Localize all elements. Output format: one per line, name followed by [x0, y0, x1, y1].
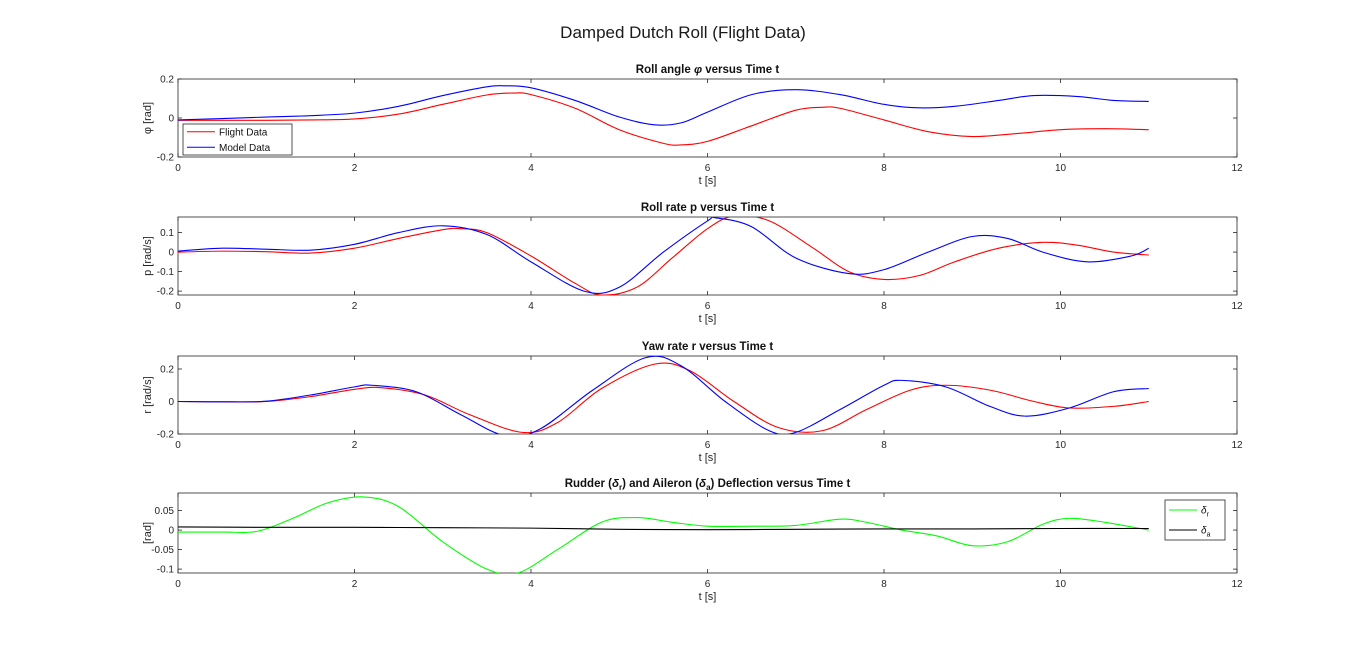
x-tick-label: 10: [1055, 440, 1067, 451]
y-tick-label: 0.2: [160, 365, 174, 376]
x-tick-label: 12: [1231, 440, 1243, 451]
series-line-flight-data: [178, 217, 1149, 295]
x-tick-label: 8: [881, 163, 887, 174]
plot-area: [177, 492, 1238, 574]
y-tick-label: -0.2: [157, 153, 175, 164]
legend-label: δr: [1201, 506, 1210, 519]
x-tick-label: 6: [705, 163, 711, 174]
y-tick-label: -0.05: [151, 545, 174, 556]
figure-title: Damped Dutch Roll (Flight Data): [560, 23, 806, 42]
x-tick-label: 6: [705, 579, 711, 590]
x-tick-label: 10: [1055, 579, 1067, 590]
y-axis-label: [rad]: [142, 522, 154, 544]
legend-label: δa: [1201, 526, 1211, 539]
plot-area: [177, 78, 1238, 158]
legend-box: [182, 123, 293, 156]
y-axis-label: φ [rad]: [142, 102, 154, 134]
x-tick-label: 6: [705, 301, 711, 312]
series-line-model-data: [178, 356, 1149, 434]
x-tick-label: 6: [705, 440, 711, 451]
series-line-model-data: [178, 217, 1149, 294]
series-line-deltar: [178, 496, 1149, 573]
series-line-model-data: [178, 85, 1149, 126]
subplot-title: Roll rate p versus Time t: [641, 202, 775, 214]
x-tick-label: 8: [881, 440, 887, 451]
y-tick-label: -0.1: [157, 565, 175, 576]
x-tick-label: 12: [1231, 301, 1243, 312]
y-tick-label: 0: [168, 248, 174, 259]
x-axis-label: t [s]: [699, 313, 717, 325]
y-axis-label: p [rad/s]: [142, 236, 154, 276]
x-axis-label: t [s]: [699, 175, 717, 187]
plot-area: [177, 355, 1238, 435]
plot-area: [177, 216, 1238, 296]
legend-box: [1164, 499, 1226, 541]
y-tick-label: -0.2: [157, 287, 175, 298]
x-tick-label: 0: [175, 301, 181, 312]
y-tick-label: -0.1: [157, 267, 175, 278]
y-tick-label: 0.1: [160, 228, 174, 239]
x-tick-label: 4: [528, 163, 534, 174]
subplot-title: Yaw rate r versus Time t: [642, 341, 774, 353]
y-tick-label: -0.2: [157, 430, 175, 441]
x-tick-label: 4: [528, 301, 534, 312]
x-tick-label: 2: [352, 301, 358, 312]
y-tick-label: 0: [168, 397, 174, 408]
x-tick-label: 10: [1055, 163, 1067, 174]
y-tick-label: 0.2: [160, 75, 174, 86]
x-tick-label: 2: [352, 579, 358, 590]
x-tick-label: 4: [528, 579, 534, 590]
subplot-title: Rudder (δr) and Aileron (δa) Deflection …: [565, 478, 851, 492]
x-tick-label: 2: [352, 163, 358, 174]
y-tick-label: 0.05: [155, 506, 175, 517]
x-tick-label: 8: [881, 301, 887, 312]
x-axis-label: t [s]: [699, 591, 717, 603]
legend: Flight Data Model Data: [182, 123, 293, 156]
series-line-flight-data: [178, 92, 1149, 146]
subplot-2: 0 2 4 6 8 10 12 -0.2 -0.1 0 0.1 Roll rate p versus …: [142, 202, 1243, 325]
x-tick-label: 12: [1231, 163, 1243, 174]
series-line-flight-data: [178, 362, 1149, 434]
legend-label: Flight Data: [219, 127, 268, 138]
series-line-deltaa: [178, 526, 1149, 531]
subplot-4: 0 2 4 6 8 10 12 -0.1 -0.05 0 0.05 Rudder (δr) and A…: [142, 478, 1243, 603]
legend-label: Model Data: [219, 143, 271, 154]
legend: δr δa: [1164, 499, 1226, 541]
x-tick-label: 8: [881, 579, 887, 590]
y-tick-label: 0: [168, 114, 174, 125]
y-axis-label: r [rad/s]: [142, 376, 154, 413]
x-tick-label: 12: [1231, 579, 1243, 590]
x-axis-label: t [s]: [699, 452, 717, 464]
x-tick-label: 0: [175, 440, 181, 451]
x-tick-label: 10: [1055, 301, 1067, 312]
x-tick-label: 4: [528, 440, 534, 451]
x-tick-label: 0: [175, 163, 181, 174]
x-tick-label: 0: [175, 579, 181, 590]
x-tick-label: 2: [352, 440, 358, 451]
y-tick-label: 0: [168, 526, 174, 537]
subplot-title: Roll angle φ versus Time t: [636, 64, 780, 76]
